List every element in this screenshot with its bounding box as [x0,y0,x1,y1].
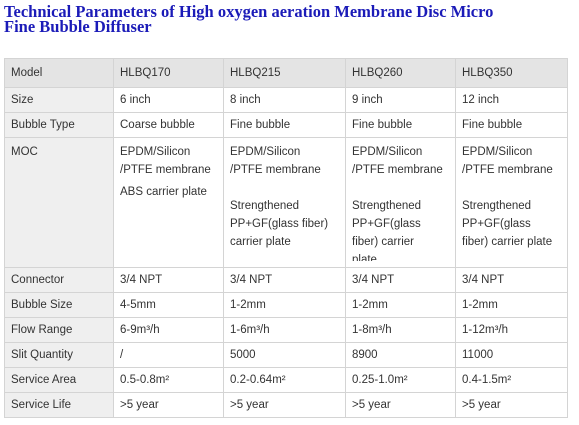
table-cell: 6-9m³/h [113,317,224,343]
table-cell: 1-6m³/h [223,317,346,343]
table-cell: Fine bubble [345,112,456,138]
table-cell: 8900 [345,342,456,368]
table-cell: 1-12m³/h [455,317,568,343]
row-label-bubble-size: Bubble Size [4,292,114,318]
table-row-connector: Connector 3/4 NPT 3/4 NPT 3/4 NPT 3/4 NP… [4,267,568,293]
table-cell: EPDM/Silicon /PTFE membrane Strengthened… [223,137,346,268]
table-row-moc: MOC EPDM/Silicon /PTFE membrane ABS carr… [4,137,568,268]
spec-table: Model HLBQ170 HLBQ215 HLBQ260 HLBQ350 Si… [4,58,568,418]
header-cell-hlbq215: HLBQ215 [223,58,346,88]
moc-line: EPDM/Silicon [462,146,533,158]
table-cell: 0.5-0.8m² [113,367,224,393]
table-cell: 1-2mm [223,292,346,318]
moc-line: Strengthened [230,200,300,212]
moc-line: PP+GF(glass fiber) [230,218,329,230]
table-cell: Fine bubble [223,112,346,138]
table-row-service-life: Service Life >5 year >5 year >5 year >5 … [4,392,568,418]
table-cell: Fine bubble [455,112,568,138]
table-cell: 3/4 NPT [455,267,568,293]
table-row-bubble-size: Bubble Size 4-5mm 1-2mm 1-2mm 1-2mm [4,292,568,318]
row-label-slit-quantity: Slit Quantity [4,342,114,368]
row-label-service-area: Service Area [4,367,114,393]
table-cell: 5000 [223,342,346,368]
table-cell: 9 inch [345,87,456,113]
table-cell: 8 inch [223,87,346,113]
row-label-bubble-type: Bubble Type [4,112,114,138]
table-cell: >5 year [223,392,346,418]
moc-line: EPDM/Silicon [230,146,301,158]
table-cell: EPDM/Silicon /PTFE membrane Strengthened… [345,137,456,268]
header-cell-model: Model [4,58,114,88]
table-cell: 3/4 NPT [113,267,224,293]
table-cell: 12 inch [455,87,568,113]
table-cell: Coarse bubble [113,112,224,138]
header-cell-hlbq260: HLBQ260 [345,58,456,88]
table-cell: 6 inch [113,87,224,113]
moc-line: /PTFE membrane [120,164,211,176]
table-row-bubble-type: Bubble Type Coarse bubble Fine bubble Fi… [4,112,568,138]
table-cell: 1-2mm [345,292,456,318]
moc-line: /PTFE membrane [352,164,443,176]
table-cell: 3/4 NPT [223,267,346,293]
table-row-service-area: Service Area 0.5-0.8m² 0.2-0.64m² 0.25-1… [4,367,568,393]
table-cell: / [113,342,224,368]
table-cell: >5 year [345,392,456,418]
moc-line: /PTFE membrane [230,164,321,176]
moc-line: fiber) carrier [352,236,414,248]
moc-line: PP+GF(glass [462,218,531,230]
table-cell: >5 year [455,392,568,418]
table-cell: EPDM/Silicon /PTFE membrane ABS carrier … [113,137,224,268]
table-cell: 3/4 NPT [345,267,456,293]
table-cell: EPDM/Silicon /PTFE membrane Strengthened… [455,137,568,268]
table-cell: 1-2mm [455,292,568,318]
moc-line: EPDM/Silicon [120,146,191,158]
moc-line: EPDM/Silicon [352,146,423,158]
moc-line: Strengthened [462,200,532,212]
table-cell: 1-8m³/h [345,317,456,343]
header-cell-hlbq350: HLBQ350 [455,58,568,88]
moc-line: Strengthened [352,200,422,212]
table-cell: 0.4-1.5m² [455,367,568,393]
table-row-flow-range: Flow Range 6-9m³/h 1-6m³/h 1-8m³/h 1-12m… [4,317,568,343]
table-cell: 0.25-1.0m² [345,367,456,393]
row-label-service-life: Service Life [4,392,114,418]
moc-line: ABS carrier plate [120,186,207,198]
table-cell: 11000 [455,342,568,368]
table-row-slit-quantity: Slit Quantity / 5000 8900 11000 [4,342,568,368]
table-row-size: Size 6 inch 8 inch 9 inch 12 inch [4,87,568,113]
moc-line: fiber) carrier plate [462,236,553,248]
moc-line: plate [352,254,377,261]
row-label-flow-range: Flow Range [4,317,114,343]
row-label-size: Size [4,87,114,113]
table-cell: 4-5mm [113,292,224,318]
page-title: Technical Parameters of High oxygen aera… [4,2,576,36]
moc-line: carrier plate [230,236,291,248]
moc-line: PP+GF(glass [352,218,421,230]
title-line-1: Technical Parameters of High oxygen aera… [4,2,494,21]
row-label-moc: MOC [4,137,114,268]
row-label-connector: Connector [4,267,114,293]
header-cell-hlbq170: HLBQ170 [113,58,224,88]
table-cell: >5 year [113,392,224,418]
title-line-2: Fine Bubble Diffuser [4,17,152,36]
table-header-row: Model HLBQ170 HLBQ215 HLBQ260 HLBQ350 [4,58,568,88]
table-cell: 0.2-0.64m² [223,367,346,393]
moc-line: /PTFE membrane [462,164,553,176]
